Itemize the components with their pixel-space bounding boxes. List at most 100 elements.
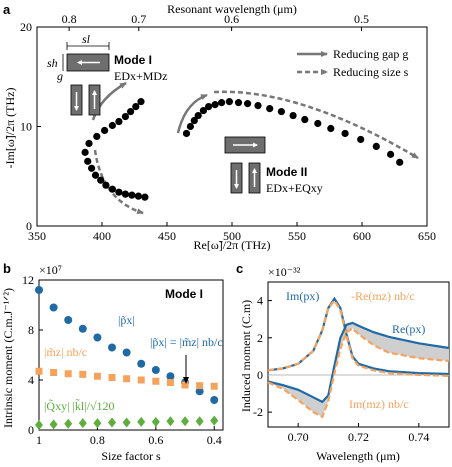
data-point <box>182 129 191 138</box>
data-point <box>128 191 136 199</box>
y-tick-label: 2 <box>257 331 263 345</box>
data-point <box>186 122 194 131</box>
panel-a-plot: 350 400 450 500 550 600 650 0 10 20 0.8 0.7 0.6 0.5… <box>3 2 436 252</box>
data-point <box>122 348 131 357</box>
y-tick-label: 0 <box>28 423 34 437</box>
panel-c-exponent: ×10⁻³² <box>268 265 301 279</box>
data-point <box>234 99 243 107</box>
top-tick-label: 0.8 <box>62 12 77 26</box>
data-point <box>195 387 204 396</box>
data-point <box>314 119 322 128</box>
series-line <box>267 327 450 419</box>
data-point <box>210 382 218 390</box>
data-point <box>254 102 262 110</box>
y-tick-label: 0 <box>26 219 32 233</box>
data-point <box>101 126 109 135</box>
data-point <box>166 372 175 381</box>
panel-b-p-label: |p̃x| <box>118 313 135 327</box>
data-point <box>211 101 219 109</box>
panel-b-y-ticks: 0 4 8 12 <box>22 273 43 437</box>
y-tick-label: -2 <box>253 405 263 419</box>
x-tick-label: 1 <box>36 433 42 447</box>
data-point <box>289 111 297 120</box>
data-point <box>166 379 174 386</box>
series-line <box>267 298 450 377</box>
data-point <box>121 190 129 198</box>
data-point <box>108 343 117 352</box>
panel-a-points <box>81 98 404 201</box>
data-point <box>196 382 204 390</box>
data-point <box>115 188 123 196</box>
panel-c-plot: ×10⁻³² 0.70 0.72 0.74 -2 0 2 4 Wavelength (μm… <box>239 265 450 463</box>
mode2-schematic: Mode II EDx+EQxy <box>224 136 323 195</box>
data-point <box>387 150 395 158</box>
x-tick-label: 0.4 <box>207 433 222 447</box>
data-point <box>190 116 198 125</box>
legend-size-text: Reducing size s <box>333 65 409 79</box>
mode2-size-arrow <box>213 90 419 160</box>
panel-b-ylabel: Intrinsic moment (C.m.J⁻¹ᐟ²) <box>1 288 15 428</box>
data-point <box>151 366 160 374</box>
top-tick-label: 0.7 <box>131 12 146 26</box>
data-point <box>102 181 110 189</box>
data-point <box>195 416 204 427</box>
panel-a-top-ticks: 0.8 0.7 0.6 0.5 <box>62 12 369 31</box>
mode2-gap-arrow <box>176 93 208 134</box>
data-point <box>35 367 43 375</box>
sh-label: sh <box>47 56 58 70</box>
data-point <box>64 418 73 429</box>
series-line <box>267 321 450 404</box>
data-point <box>85 139 93 148</box>
data-point <box>79 370 87 378</box>
data-point <box>327 124 335 133</box>
y-tick-label: 0 <box>257 368 263 382</box>
panel-c-im-p-label: Im(px) <box>286 289 319 303</box>
data-point <box>181 416 190 427</box>
data-point <box>97 176 105 184</box>
data-point <box>137 98 145 106</box>
data-point <box>108 121 116 130</box>
data-point <box>49 419 58 430</box>
data-point <box>35 420 43 430</box>
data-point <box>84 157 92 165</box>
data-point <box>93 333 102 342</box>
panel-c-im-m-label: Im(mz) nb/c <box>349 397 409 411</box>
data-point <box>301 115 309 124</box>
y-tick-label: 10 <box>20 120 32 134</box>
panel-b-plot: ×10⁷ 1 0.8 0.6 0.4 0 4 8 12 Size factor s Intr… <box>1 263 224 463</box>
data-point <box>244 100 252 108</box>
data-point <box>151 416 160 427</box>
y-tick-label: 4 <box>257 294 263 308</box>
data-point <box>88 164 96 172</box>
panel-c-x-ticks: 0.70 0.72 0.74 <box>288 423 429 444</box>
x-tick-label: 0.8 <box>90 433 105 447</box>
data-point <box>266 104 274 113</box>
data-point <box>64 316 73 324</box>
panel-b-xlabel: Size factor s <box>101 449 161 463</box>
data-point <box>199 106 207 115</box>
panel-a-top-xlabel: Resonant wavelength (μm) <box>167 2 297 16</box>
panel-c-xlabel: Wavelength (μm) <box>316 449 400 463</box>
panel-b-axes-box <box>38 279 224 431</box>
panel-a-xlabel: Re[ω̃]/2π (THz) <box>194 238 271 252</box>
data-point <box>93 132 101 141</box>
panel-c-re-p-label: Re(px) <box>392 322 425 336</box>
data-point <box>132 103 140 111</box>
data-point <box>194 111 202 120</box>
data-point <box>93 372 101 380</box>
data-point <box>396 158 404 166</box>
g-label: g <box>57 69 63 83</box>
x-tick-label: 0.6 <box>148 433 163 447</box>
data-point <box>372 142 380 150</box>
data-point <box>108 374 116 381</box>
data-point <box>121 112 129 121</box>
series-line <box>267 296 450 376</box>
data-point <box>81 148 89 156</box>
sl-label: sl <box>82 32 91 46</box>
legend-gap-text: Reducing gap g <box>333 47 408 61</box>
panel-c-lines <box>267 296 450 419</box>
data-point <box>137 359 146 368</box>
panel-a-y-ticks: 0 10 20 <box>20 20 41 233</box>
y-tick-label: 8 <box>28 323 34 337</box>
